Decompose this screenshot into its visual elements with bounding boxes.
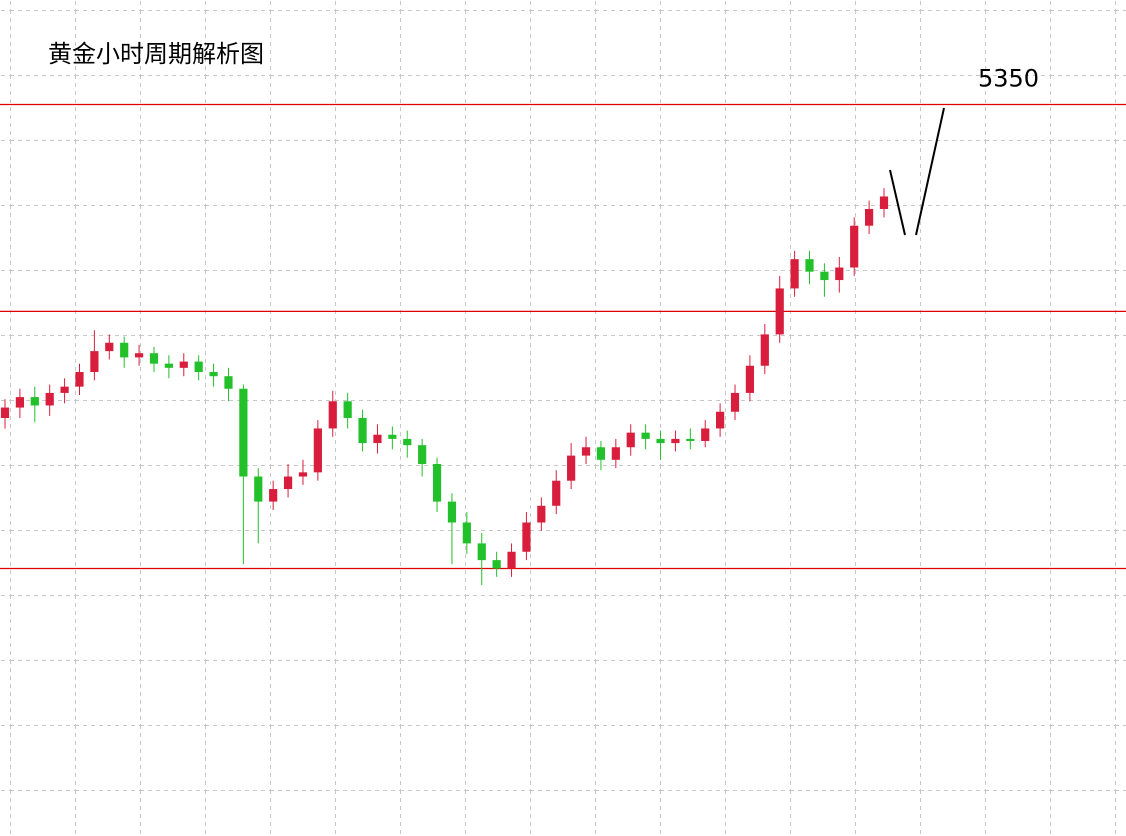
candle-body <box>283 476 293 490</box>
candle-body <box>60 386 69 393</box>
candle-body <box>626 432 635 448</box>
chart-title: 黄金小时周期解析图 <box>48 40 264 68</box>
projection-line <box>889 169 906 236</box>
candle-body <box>596 447 606 460</box>
candle-body <box>730 392 740 412</box>
candle-body <box>15 397 24 408</box>
candle-body <box>75 372 84 387</box>
candle-body <box>760 334 769 366</box>
plot <box>0 103 1126 586</box>
candle-body <box>507 551 516 569</box>
candle-body <box>656 438 665 444</box>
candle-body <box>224 376 233 389</box>
candle-body <box>850 225 859 268</box>
level-label: 5350 <box>978 65 1039 93</box>
candle-body <box>701 428 710 441</box>
candle-body <box>0 407 10 418</box>
candle-body <box>418 445 427 464</box>
candle-body <box>775 288 784 335</box>
candle-body <box>254 476 263 502</box>
candle-body <box>492 560 501 569</box>
candle-body <box>552 480 561 506</box>
candle-body <box>313 428 322 473</box>
candle-body <box>343 401 352 418</box>
candle-body <box>686 438 695 441</box>
candle-body <box>239 388 248 477</box>
candle-body <box>462 522 471 544</box>
candle-body <box>179 361 188 368</box>
candle-body <box>105 342 114 352</box>
candle-body <box>835 267 844 281</box>
candle-body <box>745 365 755 393</box>
candle-body <box>269 489 278 502</box>
candle-body <box>477 543 486 561</box>
candle-body <box>865 209 874 226</box>
candle-body <box>209 372 218 377</box>
candle-body <box>403 438 412 446</box>
candle-body <box>790 259 799 289</box>
candle-body <box>298 472 308 477</box>
candle-body <box>373 434 382 444</box>
candle-body <box>716 411 725 429</box>
candle-body <box>149 353 159 364</box>
candle-body <box>432 463 442 502</box>
candle-body <box>567 455 576 481</box>
candle-body <box>581 447 591 456</box>
candle-body <box>328 401 337 429</box>
candle-body <box>879 196 889 209</box>
candle-body <box>388 434 397 439</box>
candle-body <box>120 342 129 358</box>
candle-body <box>45 392 54 406</box>
candle-body <box>805 259 814 272</box>
candle-body <box>134 353 144 358</box>
candle-body <box>671 438 680 444</box>
candle-body <box>820 271 829 281</box>
candle-body <box>358 418 367 444</box>
candle-body <box>641 432 650 439</box>
candle-body <box>611 447 620 460</box>
candle-body <box>90 351 99 373</box>
candle-body <box>30 397 39 406</box>
candle-body <box>447 501 457 523</box>
candle-body <box>194 361 203 373</box>
candle-body <box>537 505 546 523</box>
projection-line <box>915 107 945 236</box>
candle-body <box>522 522 531 552</box>
candle-body <box>164 363 173 368</box>
